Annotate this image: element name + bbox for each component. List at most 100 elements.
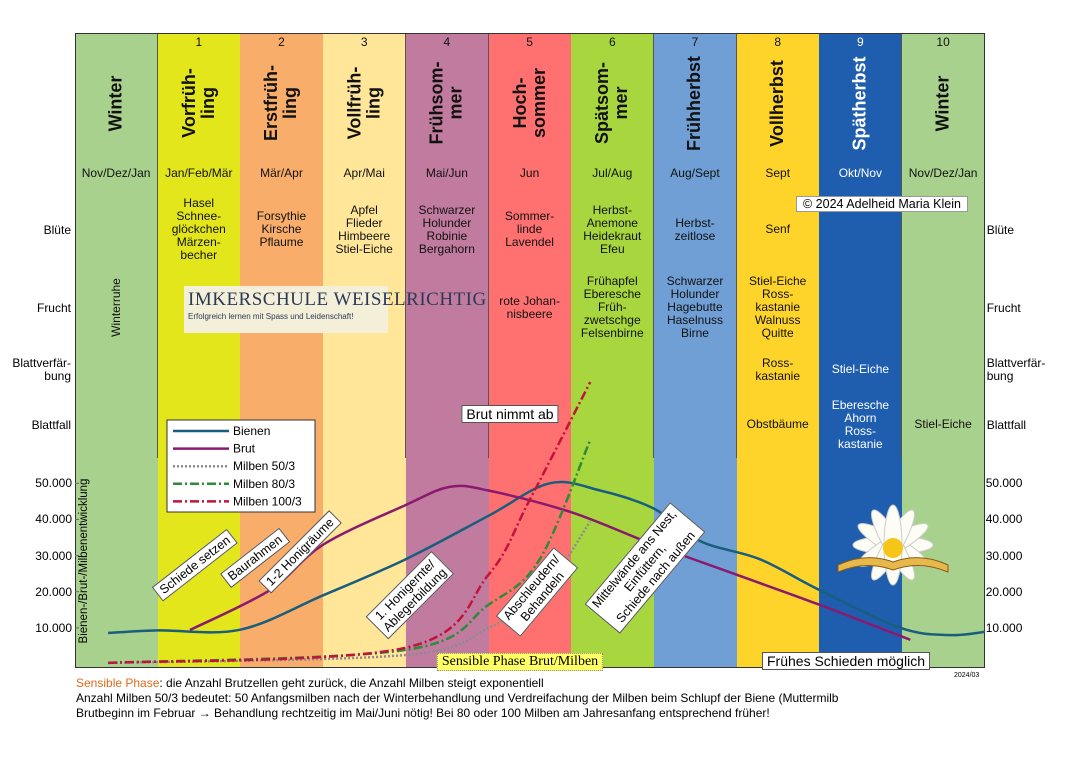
cell-text: Ross- kastanie <box>755 355 801 383</box>
version: 2024/03 <box>954 672 980 679</box>
table-cell: Okt/Nov <box>819 155 903 193</box>
table-cell: Obstbäume <box>736 392 820 459</box>
annotation: Brut nimmt ab <box>461 405 559 423</box>
cell-text: Stiel-Eiche <box>831 362 890 377</box>
table-cell: Aug/Sept <box>653 155 738 193</box>
y-tick-label: 40.000 <box>35 512 72 527</box>
cell-text: Mai/Jun <box>425 165 468 180</box>
y-tick-label: 20.000 <box>985 584 1023 599</box>
y-tick-label: 10.000 <box>35 620 72 635</box>
logo-subtitle: Erfolgreich lernen mit Spass und Leidens… <box>188 312 354 321</box>
footer-line: Anzahl Milben 50/3 bedeutet: 50 Anfangsm… <box>76 691 839 705</box>
logo: IMKERSCHULE WEISELRICHTIG Erfolgreich ler… <box>184 286 487 333</box>
column-number: 4 <box>443 34 451 49</box>
table-cell: Herbst- zeitlose <box>653 192 738 269</box>
table-cell: Frühapfel Eberesche Früh- zwetschge Fels… <box>571 268 655 349</box>
column-number: 5 <box>526 34 533 49</box>
column-number: 1 <box>195 34 203 49</box>
table-cell <box>653 348 738 393</box>
series-line <box>108 381 592 665</box>
table-cell <box>405 348 489 393</box>
cell-text: Mär/Apr <box>260 165 303 180</box>
table-cell <box>902 348 986 393</box>
row-label: Blattverfär- bung <box>986 356 1046 383</box>
cell-text: Aug/Sept <box>670 165 720 180</box>
column-number: 10 <box>936 34 950 49</box>
table-cell: Schwarzer Holunder Hagebutte Haselnuss B… <box>653 268 738 349</box>
table-cell <box>405 268 489 349</box>
table-cell: Vorfrüh- ling <box>157 52 241 156</box>
table-cell: Vollfrüh- ling <box>323 52 407 156</box>
cell-text: Apr/Mai <box>343 165 385 180</box>
cell-text: Jan/Feb/Mär <box>165 165 233 180</box>
table-cell: Eberesche Ahorn Ross- kastanie <box>819 392 903 459</box>
table-cell: Nov/Dez/Jan <box>75 155 159 193</box>
table-cell: Ross- kastanie <box>736 348 820 393</box>
table-cell: Erstfrüh- ling <box>240 52 324 156</box>
y-tick-label: 10.000 <box>985 620 1023 635</box>
table-cell <box>240 348 324 393</box>
column-number: 7 <box>691 34 699 49</box>
table-cell: Hasel Schnee- glöckchen Märzen- becher <box>157 192 241 269</box>
table-cell: Vollherbst <box>736 52 820 156</box>
y-axis-title: Bienen-/Brut-/Milbenentwicklung <box>78 478 90 644</box>
table-cell <box>75 192 159 269</box>
footer-highlight: Sensible Phase <box>76 676 160 690</box>
y-tick-label: 40.000 <box>985 512 1023 527</box>
cell-text: Nov/Dez/Jan <box>81 165 151 180</box>
table-cell: Schwarzer Holunder Robinie Bergahorn <box>405 192 489 269</box>
table-cell: Frühherbst <box>653 52 738 156</box>
table-cell: Winterruhe <box>75 268 159 349</box>
table-cell: rote Johan- nisbeere <box>488 268 572 349</box>
chart-column <box>736 458 820 668</box>
cell-text: Jun <box>519 165 540 180</box>
cell-text: Apfel Flieder Himbeere Stiel-Eiche <box>335 202 393 256</box>
table-cell: Winter <box>75 52 159 156</box>
cell-text: Sept <box>765 165 791 180</box>
row-label: Frucht <box>36 300 71 315</box>
row-label: Frucht <box>986 300 1021 315</box>
book <box>837 557 949 573</box>
legend-label: Milben 100/3 <box>233 494 302 508</box>
table-cell: Spätsom- mer <box>571 52 655 156</box>
table-cell <box>902 268 986 349</box>
y-tick-label: 30.000 <box>985 548 1023 563</box>
row-label: Blattfall <box>986 417 1027 432</box>
table-cell: Forsythie Kirsche Pflaume <box>240 192 324 269</box>
table-cell <box>488 392 572 459</box>
row-label: Blattverfär- bung <box>12 356 71 383</box>
legend-label: Milben 80/3 <box>233 477 295 491</box>
row-label: Blattfall <box>31 417 71 432</box>
cell-text: Frühapfel Eberesche Früh- zwetschge Fels… <box>580 274 644 341</box>
table-cell <box>405 392 489 459</box>
y-tick-label: 50.000 <box>35 476 72 491</box>
table-cell: Mär/Apr <box>240 155 324 193</box>
footer-line: Brutbeginn im Februar → Behandlung recht… <box>76 706 770 720</box>
annotation: Sensible Phase Brut/Milben <box>436 653 604 671</box>
cell-text: Obstbäume <box>746 417 809 432</box>
cell-text: Forsythie Kirsche Pflaume <box>256 209 307 250</box>
cell-text: Herbst- Anemone Heidekraut Efeu <box>583 202 642 256</box>
cell-text: Jul/Aug <box>592 165 633 180</box>
y-tick-label: 20.000 <box>35 584 72 599</box>
cell-text: Hasel Schnee- glöckchen Märzen- becher <box>171 196 226 263</box>
legend-box <box>166 419 316 513</box>
cell-text: rote Johan- nisbeere <box>499 293 560 321</box>
table-cell <box>75 392 159 459</box>
series-line <box>108 480 985 637</box>
copyright: © 2024 Adelheid Maria Klein <box>796 196 968 212</box>
table-cell <box>323 348 407 393</box>
table-cell: Apfel Flieder Himbeere Stiel-Eiche <box>323 192 407 269</box>
cell-text: Nov/Dez/Jan <box>908 165 978 180</box>
cell-text: Schwarzer Holunder Hagebutte Haselnuss B… <box>666 274 724 341</box>
table-cell: Spätherbst <box>819 52 903 156</box>
footer-line: Sensible Phase: die Anzahl Brutzellen ge… <box>76 676 544 690</box>
table-cell <box>75 348 159 393</box>
table-cell: Stiel-Eiche <box>819 348 903 393</box>
column-number: 3 <box>360 34 368 49</box>
logo-title: IMKERSCHULE WEISELRICHTIG <box>188 289 487 310</box>
table-cell: Sommer- linde Lavendel <box>488 192 572 269</box>
